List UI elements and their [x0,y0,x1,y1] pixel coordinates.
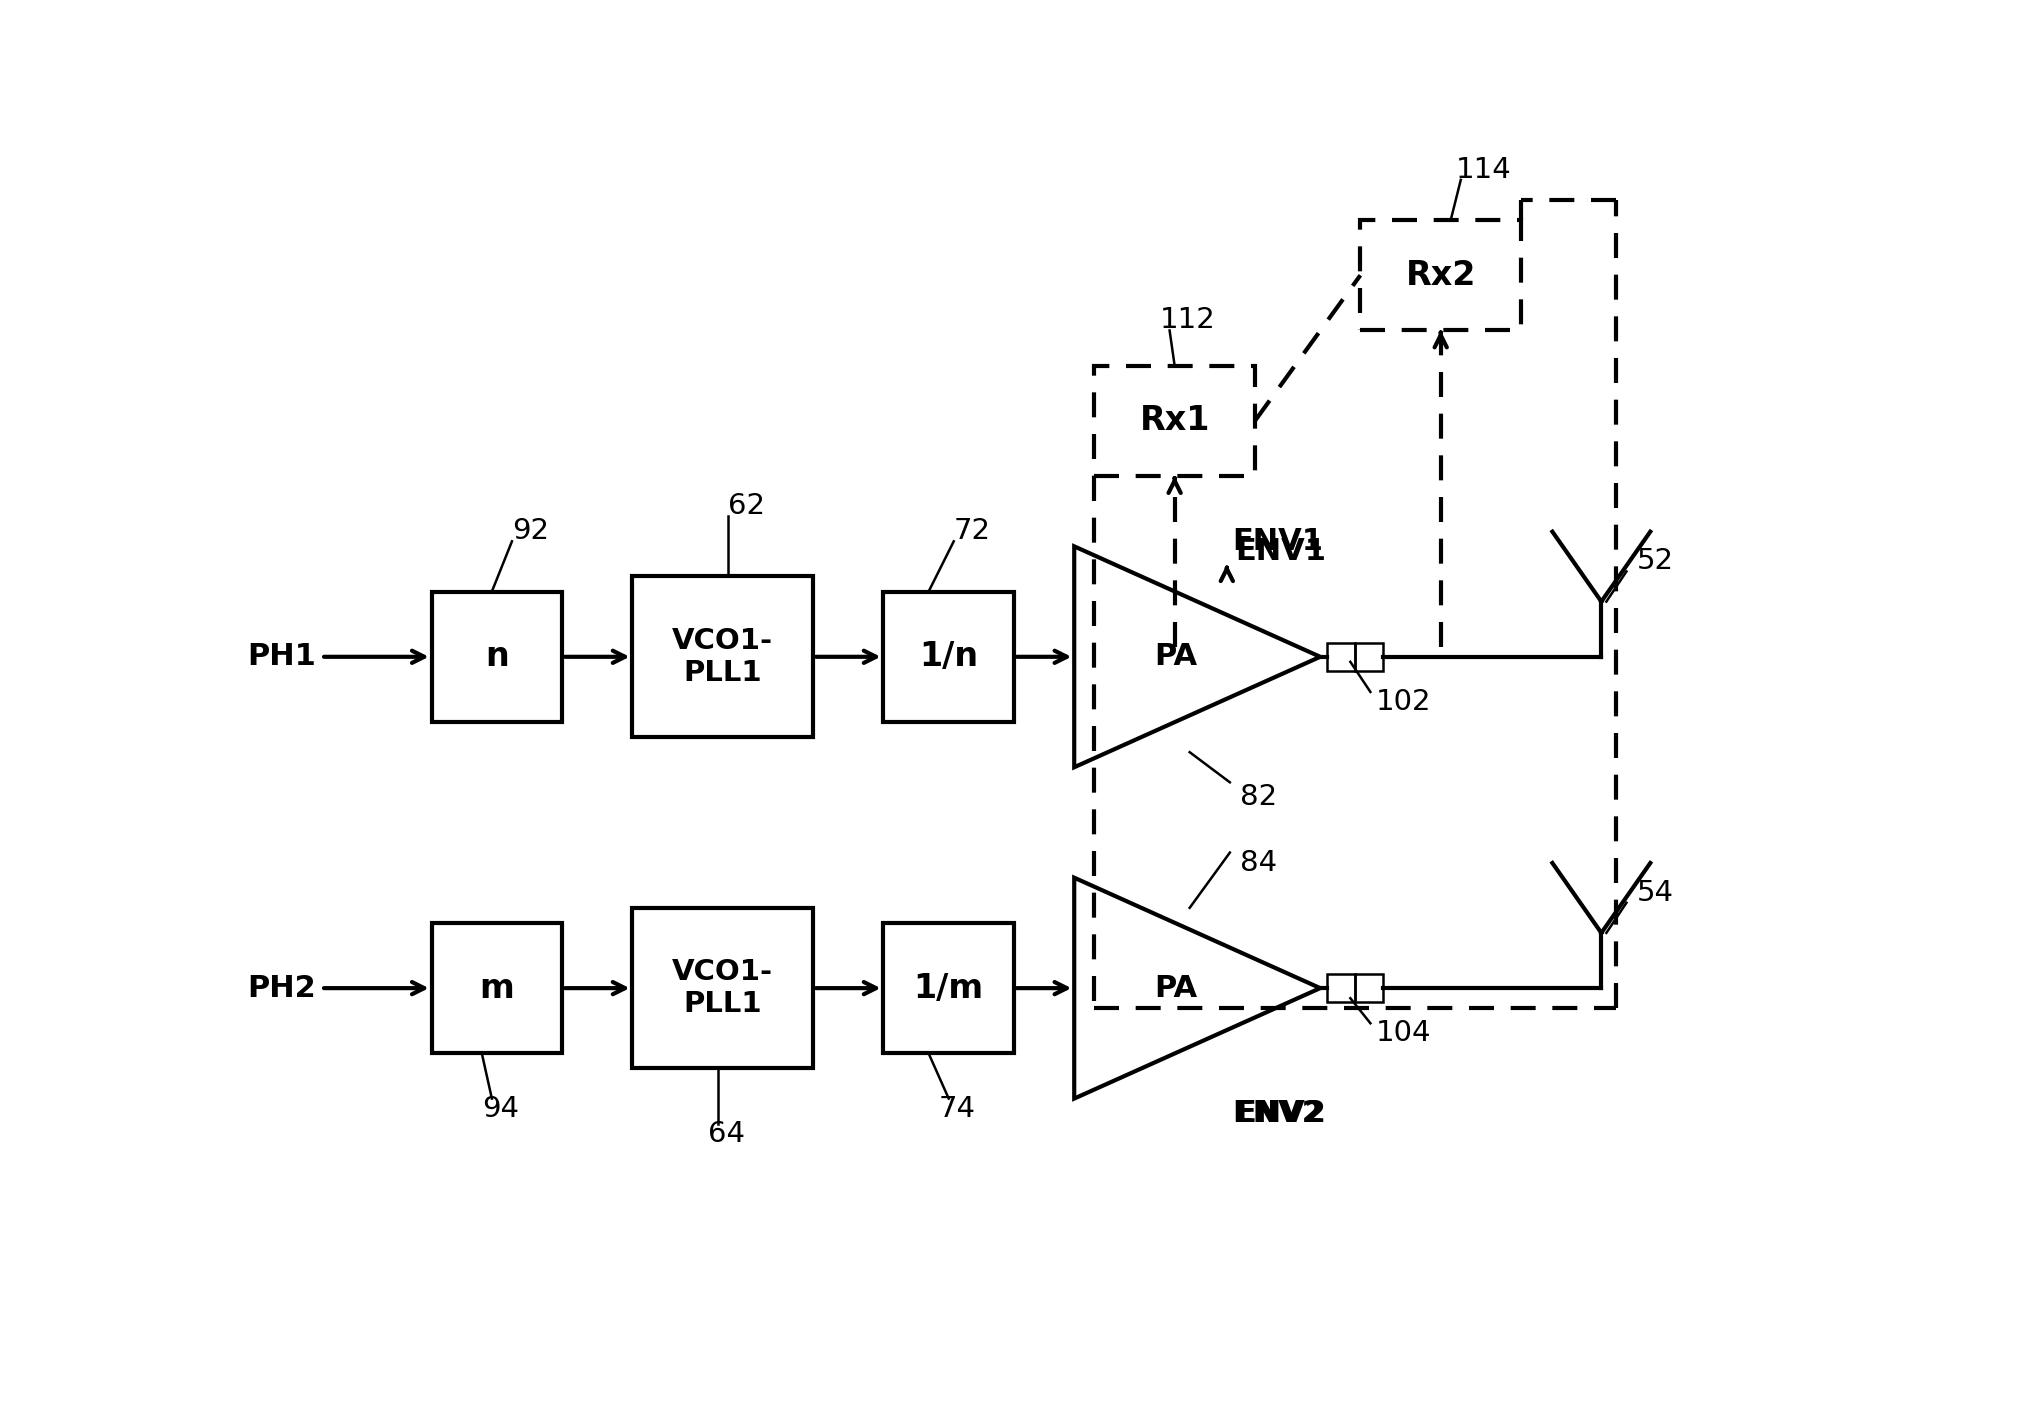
Text: 1/n: 1/n [919,641,978,673]
Bar [432,923,562,1053]
Text: 104: 104 [1376,1019,1431,1048]
Bar [632,908,813,1069]
Bar [1327,643,1355,670]
Text: 112: 112 [1160,307,1215,335]
Text: 54: 54 [1637,878,1673,906]
Text: 84: 84 [1239,848,1278,877]
Text: 62: 62 [728,492,764,520]
Text: Rx1: Rx1 [1139,404,1211,437]
Text: 82: 82 [1239,783,1278,812]
Text: 1/m: 1/m [913,971,984,1004]
Text: 74: 74 [940,1094,976,1123]
Text: PA: PA [1156,642,1198,672]
Text: ENV1: ENV1 [1231,527,1323,556]
Bar [1355,643,1384,670]
Text: 72: 72 [954,518,990,546]
Text: 64: 64 [707,1120,744,1148]
Text: Rx2: Rx2 [1406,259,1476,291]
Text: n: n [485,641,510,673]
Text: VCO1-
PLL1: VCO1- PLL1 [673,626,772,687]
Text: PH2: PH2 [247,974,316,1003]
Bar [632,577,813,737]
Bar [1361,221,1520,331]
Text: 114: 114 [1455,156,1512,184]
Bar [882,591,1015,723]
Bar [1355,974,1384,1003]
Text: PH1: PH1 [247,642,316,672]
Text: ENV2: ENV2 [1235,1099,1327,1128]
Bar [882,923,1015,1053]
Bar [1327,974,1355,1003]
Bar [1094,366,1255,477]
Text: ENV1: ENV1 [1235,537,1327,566]
Text: 52: 52 [1637,547,1673,575]
Text: 94: 94 [481,1094,520,1123]
Text: m: m [479,971,514,1004]
Text: ENV2: ENV2 [1231,1099,1323,1128]
Bar [432,591,562,723]
Text: VCO1-
PLL1: VCO1- PLL1 [673,957,772,1018]
Text: 102: 102 [1376,689,1431,715]
Text: PA: PA [1156,974,1198,1003]
Text: 92: 92 [512,518,548,546]
